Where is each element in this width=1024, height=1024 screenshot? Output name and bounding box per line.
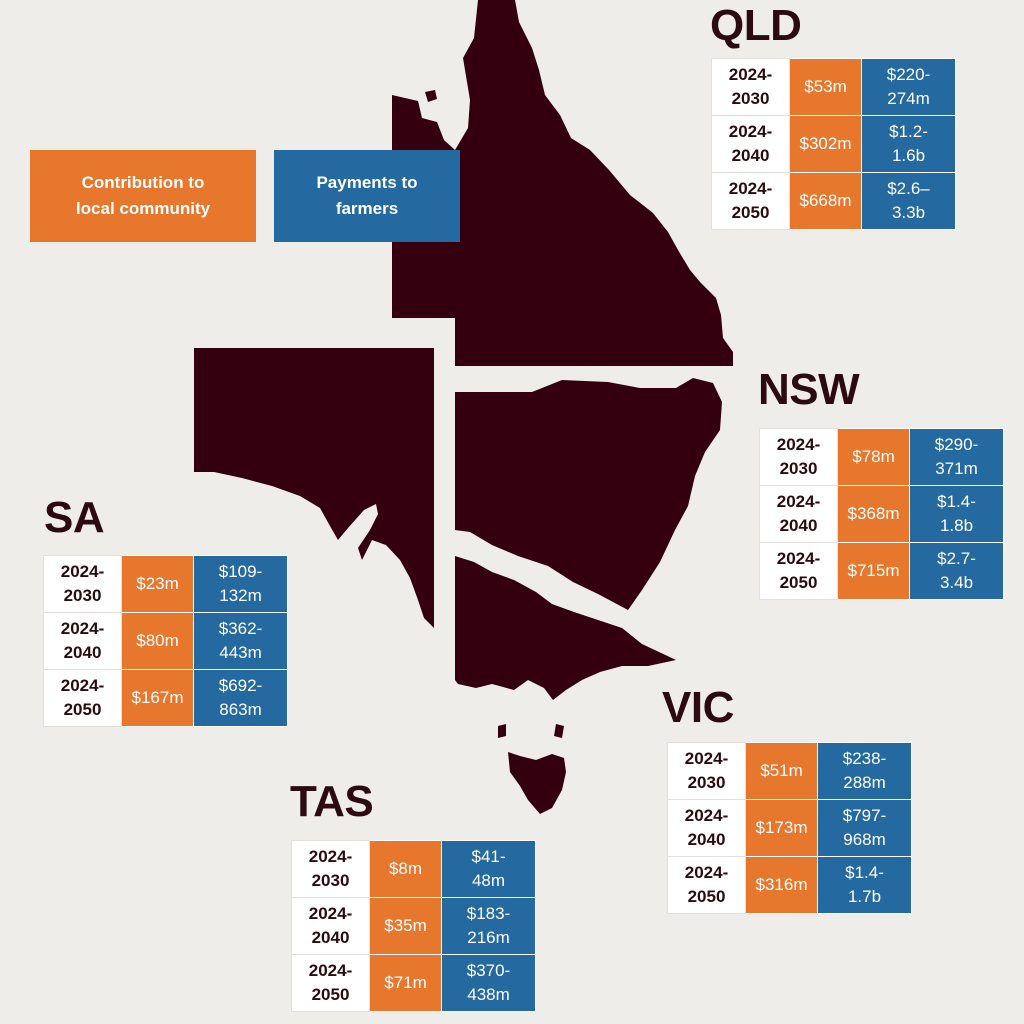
table-row: 2024- 2030 $8m $41- 48m [291,840,536,898]
contribution-cell: $368m [837,485,910,543]
contribution-cell: $51m [745,742,818,800]
vic-label: VIC [662,683,734,732]
nsw-table: 2024- 2030 $78m $290- 371m 2024- 2040 $3… [759,428,1004,600]
table-row: 2024- 2050 $71m $370- 438m [291,954,536,1012]
payments-cell: $362- 443m [193,612,288,670]
qld-label: QLD [710,1,802,50]
payments-cell: $41- 48m [441,840,536,898]
period-cell: 2024- 2030 [43,555,122,613]
table-row: 2024- 2030 $23m $109- 132m [43,555,288,613]
contribution-cell: $53m [789,58,862,116]
tas-island-2 [554,724,564,738]
contribution-cell: $80m [121,612,194,670]
period-cell: 2024- 2030 [711,58,790,116]
payments-cell: $1.4- 1.8b [909,485,1004,543]
table-row: 2024- 2050 $167m $692- 863m [43,669,288,727]
table-row: 2024- 2030 $51m $238- 288m [667,742,912,800]
period-cell: 2024- 2040 [667,799,746,857]
payments-cell: $183- 216m [441,897,536,955]
payments-cell: $109- 132m [193,555,288,613]
table-row: 2024- 2040 $302m $1.2- 1.6b [711,115,956,173]
table-row: 2024- 2040 $173m $797- 968m [667,799,912,857]
qld-island [425,90,437,102]
contribution-cell: $23m [121,555,194,613]
qld-shape [392,0,733,366]
nsw-label: NSW [758,365,860,414]
sa-table: 2024- 2030 $23m $109- 132m 2024- 2040 $8… [43,555,288,727]
payments-cell: $370- 438m [441,954,536,1012]
period-cell: 2024- 2030 [667,742,746,800]
payments-cell: $2.7- 3.4b [909,542,1004,600]
tas-label: TAS [290,777,374,826]
contribution-cell: $167m [121,669,194,727]
qld-table: 2024- 2030 $53m $220- 274m 2024- 2040 $3… [711,58,956,230]
period-cell: 2024- 2050 [291,954,370,1012]
period-cell: 2024- 2040 [43,612,122,670]
period-cell: 2024- 2050 [759,542,838,600]
legend-contribution: Contribution to local community [30,150,256,242]
tas-shape [508,752,566,814]
legend-contribution-label: Contribution to local community [75,173,211,218]
payments-cell: $692- 863m [193,669,288,727]
sa-label: SA [44,493,105,542]
period-cell: 2024- 2050 [43,669,122,727]
contribution-cell: $71m [369,954,442,1012]
contribution-cell: $173m [745,799,818,857]
legend-payments: Payments to farmers [274,150,460,242]
period-cell: 2024- 2040 [711,115,790,173]
nsw-shape [455,378,722,610]
contribution-cell: $302m [789,115,862,173]
map-shapes [194,0,733,814]
contribution-cell: $78m [837,428,910,486]
table-row: 2024- 2040 $80m $362- 443m [43,612,288,670]
vic-table: 2024- 2030 $51m $238- 288m 2024- 2040 $1… [667,742,912,914]
contribution-cell: $8m [369,840,442,898]
table-row: 2024- 2030 $53m $220- 274m [711,58,956,116]
period-cell: 2024- 2050 [711,172,790,230]
payments-cell: $2.6– 3.3b [861,172,956,230]
contribution-cell: $715m [837,542,910,600]
payments-cell: $220- 274m [861,58,956,116]
contribution-cell: $316m [745,856,818,914]
payments-cell: $290- 371m [909,428,1004,486]
payments-cell: $1.4- 1.7b [817,856,912,914]
payments-cell: $797- 968m [817,799,912,857]
table-row: 2024- 2040 $35m $183- 216m [291,897,536,955]
period-cell: 2024- 2030 [759,428,838,486]
tas-island [498,724,506,738]
vic-shape [455,556,676,700]
payments-cell: $238- 288m [817,742,912,800]
contribution-cell: $668m [789,172,862,230]
period-cell: 2024- 2040 [759,485,838,543]
period-cell: 2024- 2040 [291,897,370,955]
tas-table: 2024- 2030 $8m $41- 48m 2024- 2040 $35m … [291,840,536,1012]
table-row: 2024- 2050 $668m $2.6– 3.3b [711,172,956,230]
table-row: 2024- 2030 $78m $290- 371m [759,428,1004,486]
payments-cell: $1.2- 1.6b [861,115,956,173]
table-row: 2024- 2040 $368m $1.4- 1.8b [759,485,1004,543]
period-cell: 2024- 2050 [667,856,746,914]
table-row: 2024- 2050 $715m $2.7- 3.4b [759,542,1004,600]
sa-shape [194,348,434,628]
legend-payments-label: Payments to farmers [316,173,418,218]
table-row: 2024- 2050 $316m $1.4- 1.7b [667,856,912,914]
contribution-cell: $35m [369,897,442,955]
period-cell: 2024- 2030 [291,840,370,898]
